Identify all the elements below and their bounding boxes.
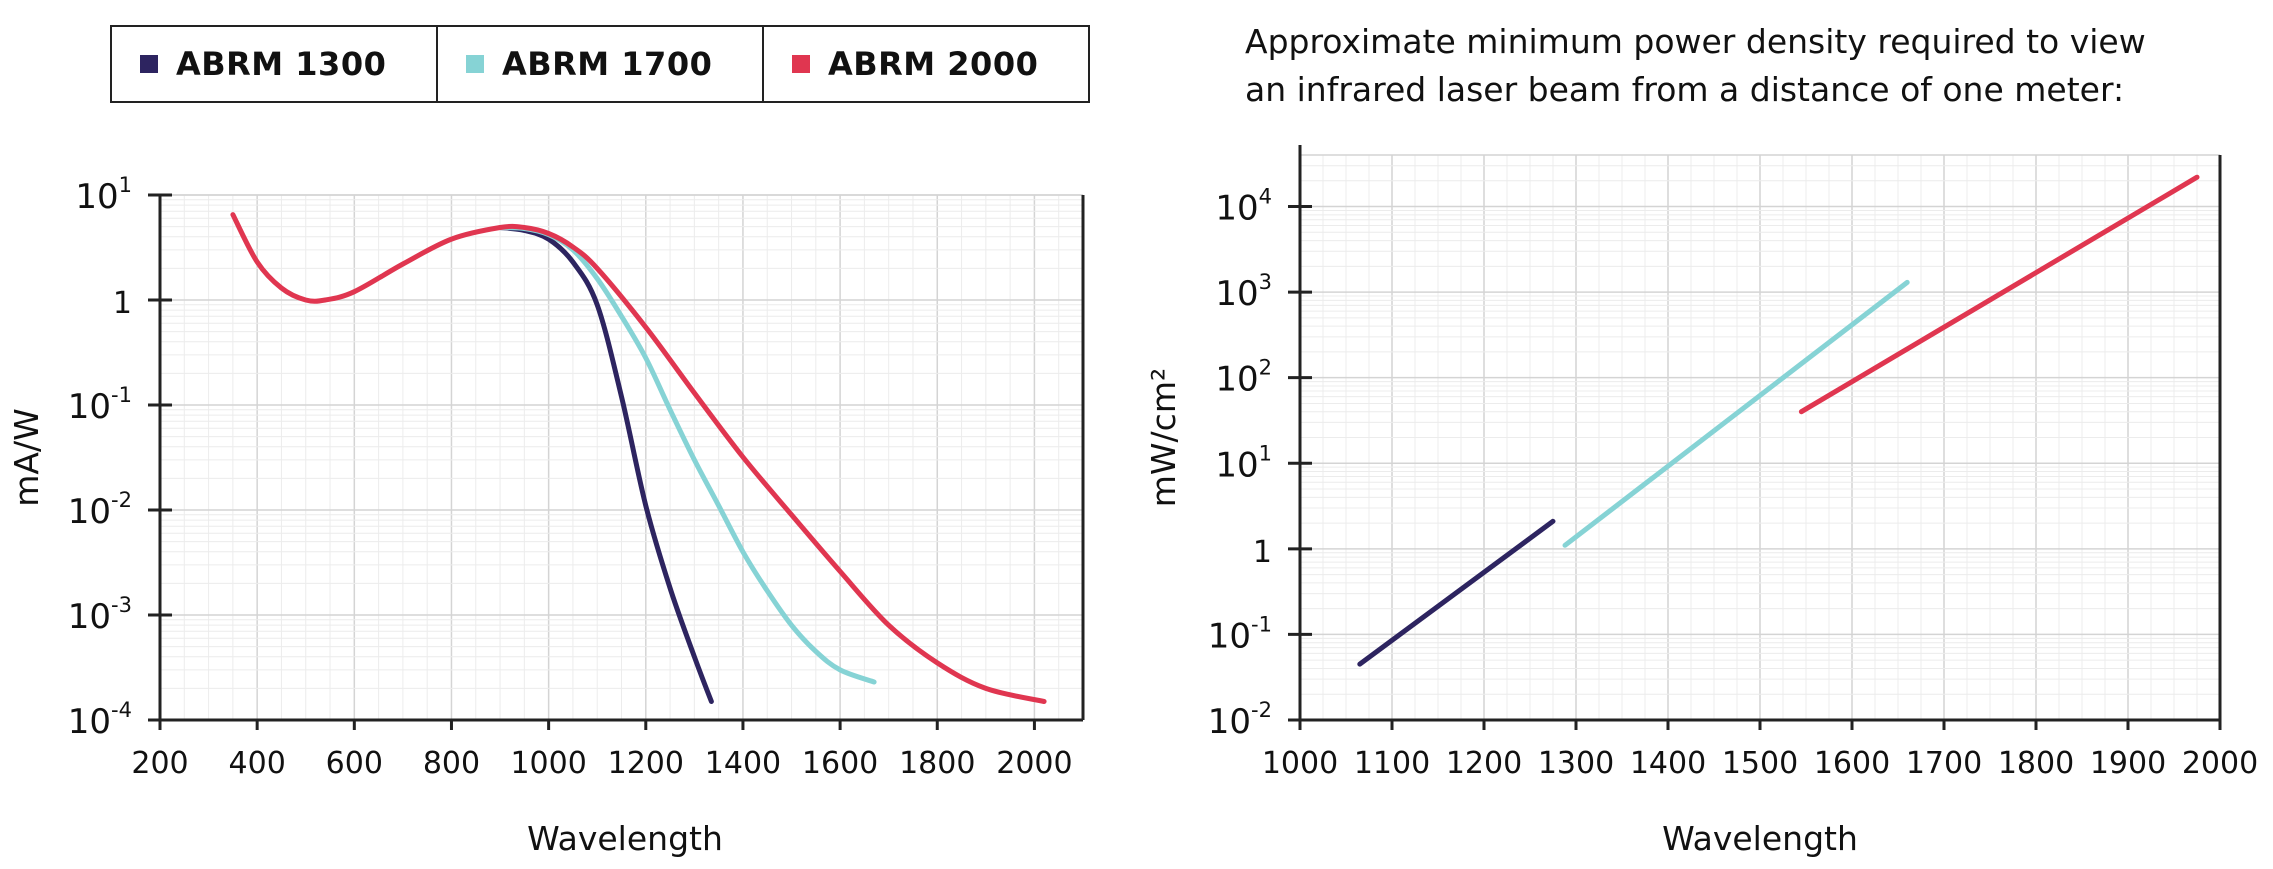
x-tick-label: 400 — [229, 746, 286, 781]
y-tick-label: 10-1 — [1208, 612, 1272, 656]
legend-label: ABRM 2000 — [828, 45, 1039, 83]
y-tick-label: 104 — [1215, 185, 1272, 229]
y-tick-label: 10-3 — [68, 593, 132, 637]
y-tick-label: 1 — [1253, 535, 1272, 570]
legend-swatch — [792, 55, 810, 73]
y-tick-label: 10-1 — [68, 383, 132, 427]
x-tick-label: 2000 — [2182, 746, 2258, 781]
y-tick-label: 102 — [1215, 356, 1272, 400]
x-tick-label: 200 — [131, 746, 188, 781]
legend-item-abrm-2000: ABRM 2000 — [762, 27, 1088, 101]
x-tick-label: 1900 — [2090, 746, 2166, 781]
y-axis-title: mA/W — [7, 408, 46, 506]
series-line-abrm-2000 — [1798, 174, 2200, 415]
legend-label: ABRM 1700 — [502, 45, 713, 83]
right-chart-title: Approximate minimum power density requir… — [1245, 18, 2146, 114]
x-tick-label: 1800 — [1998, 746, 2074, 781]
legend-swatch — [140, 55, 158, 73]
y-tick-label: 103 — [1215, 270, 1272, 314]
x-tick-label: 1200 — [608, 746, 684, 781]
legend-label: ABRM 1300 — [176, 45, 387, 83]
x-tick-label: 800 — [423, 746, 480, 781]
y-tick-label: 10-2 — [1208, 698, 1272, 742]
right-chart-title-line-2: an infrared laser beam from a distance o… — [1245, 70, 2125, 109]
y-tick-label: 1 — [113, 286, 132, 321]
x-tick-label: 600 — [326, 746, 383, 781]
chart-left: 200 400 600 800 1000 1200 1400 1600 1800 2000 10-4… — [7, 173, 1085, 858]
series-line-abrm-1700 — [1562, 279, 1910, 548]
x-axis-title: Wavelength — [1662, 819, 1858, 858]
legend-item-abrm-1700: ABRM 1700 — [436, 27, 762, 101]
x-tick-label: 1100 — [1354, 746, 1430, 781]
x-tick-label: 2000 — [996, 746, 1072, 781]
x-tick-label: 1600 — [1814, 746, 1890, 781]
x-tick-label: 1400 — [705, 746, 781, 781]
x-tick-label: 1700 — [1906, 746, 1982, 781]
chart-right: 1000 1100 1200 1300 1400 1500 1600 1700 1800 1900… — [1144, 145, 2258, 858]
y-tick-label: 101 — [1215, 441, 1272, 485]
series-line-abrm-1700 — [497, 225, 877, 685]
series-line-abrm-2000 — [230, 212, 1047, 704]
series-line-abrm-1300 — [1357, 518, 1556, 667]
y-tick-label: 101 — [75, 173, 132, 217]
x-tick-label: 1300 — [1538, 746, 1614, 781]
x-tick-label: 1000 — [1262, 746, 1338, 781]
series-line-abrm-1300 — [497, 225, 714, 704]
x-tick-label: 1500 — [1722, 746, 1798, 781]
right-chart-title-line-1: Approximate minimum power density requir… — [1245, 22, 2146, 61]
y-tick-label: 10-2 — [68, 488, 132, 532]
x-tick-label: 1800 — [899, 746, 975, 781]
x-tick-label: 1400 — [1630, 746, 1706, 781]
legend-swatch — [466, 55, 484, 73]
x-tick-label: 1600 — [802, 746, 878, 781]
y-axis-title: mW/cm² — [1144, 368, 1183, 507]
x-tick-label: 1000 — [510, 746, 586, 781]
legend-item-abrm-1300: ABRM 1300 — [112, 27, 436, 101]
legend: ABRM 1300 ABRM 1700 ABRM 2000 — [110, 25, 1090, 103]
y-tick-label: 10-4 — [68, 698, 132, 742]
x-tick-label: 1200 — [1446, 746, 1522, 781]
x-axis-title: Wavelength — [527, 819, 723, 858]
